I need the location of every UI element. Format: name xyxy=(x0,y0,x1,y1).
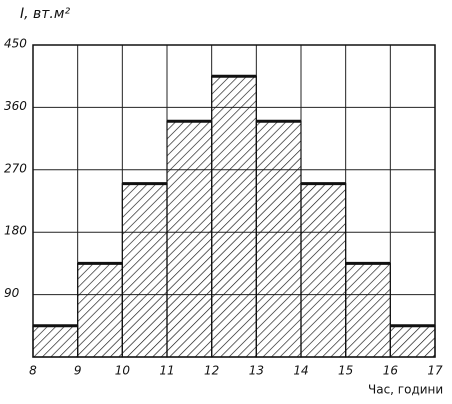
y-tick-label: 270 xyxy=(4,161,27,175)
x-tick-label: 15 xyxy=(338,364,353,378)
bar xyxy=(300,183,347,358)
x-tick-label: 14 xyxy=(293,364,308,378)
bar xyxy=(166,120,213,358)
bar xyxy=(32,325,79,358)
x-tick-label: 11 xyxy=(159,364,174,378)
x-tick-label: 17 xyxy=(427,364,443,378)
x-axis-label: Час, години xyxy=(368,383,443,397)
bar xyxy=(77,262,123,358)
chart-title: I, вт.м² xyxy=(20,6,70,22)
x-tick-label: 10 xyxy=(115,364,131,378)
bar xyxy=(345,262,391,358)
bar xyxy=(255,120,302,358)
x-tick-label: 12 xyxy=(204,364,219,378)
x-tick-label: 13 xyxy=(249,364,264,378)
x-tick-label: 16 xyxy=(383,364,399,378)
y-tick-label: 360 xyxy=(4,99,27,113)
bar xyxy=(121,183,168,358)
x-tick-label: 8 xyxy=(29,364,37,378)
y-tick-label: 90 xyxy=(4,286,20,300)
bar xyxy=(389,325,436,358)
bar xyxy=(211,75,257,358)
x-tick-label: 9 xyxy=(74,364,82,378)
y-tick-label: 180 xyxy=(4,224,27,238)
y-tick-label: 450 xyxy=(4,37,27,51)
